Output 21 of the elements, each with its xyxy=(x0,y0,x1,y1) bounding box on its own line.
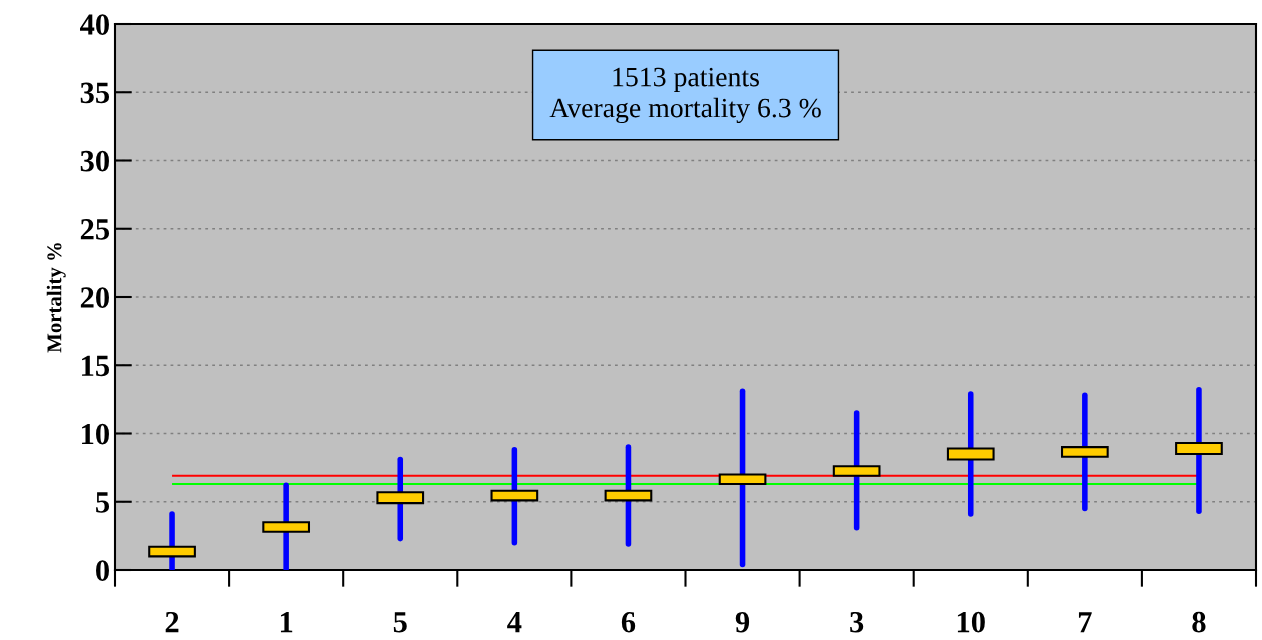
x-tick-label: 5 xyxy=(393,612,407,633)
x-tick-label: 2 xyxy=(165,611,179,633)
y-tick-label: 20 xyxy=(80,287,109,308)
y-tick-label: 10 xyxy=(82,423,109,445)
x-tick-label: 6 xyxy=(621,611,636,633)
y-tick-label: 35 xyxy=(80,82,110,104)
annotation: 1513 patients Average mortality 6.3 % xyxy=(549,67,821,124)
x-tick-label: 9 xyxy=(735,611,750,633)
x-tick-label: 3 xyxy=(850,611,864,633)
y-tick-label: 15 xyxy=(82,355,110,377)
y-tick-label: 40 xyxy=(80,14,109,35)
x-tick-label: 1 xyxy=(280,611,293,633)
y-tick-label: 5 xyxy=(96,492,110,513)
y-tick-label: 30 xyxy=(80,150,109,172)
x-tick-label: 4 xyxy=(507,612,522,633)
x-tick-label: 10 xyxy=(957,611,985,633)
y-tick-label: 25 xyxy=(80,219,110,240)
x-tick-label: 7 xyxy=(1078,612,1092,633)
y-axis-title: Mortality % xyxy=(46,243,66,353)
x-tick-label: 8 xyxy=(1192,611,1206,633)
y-tick-label: 0 xyxy=(96,560,109,581)
